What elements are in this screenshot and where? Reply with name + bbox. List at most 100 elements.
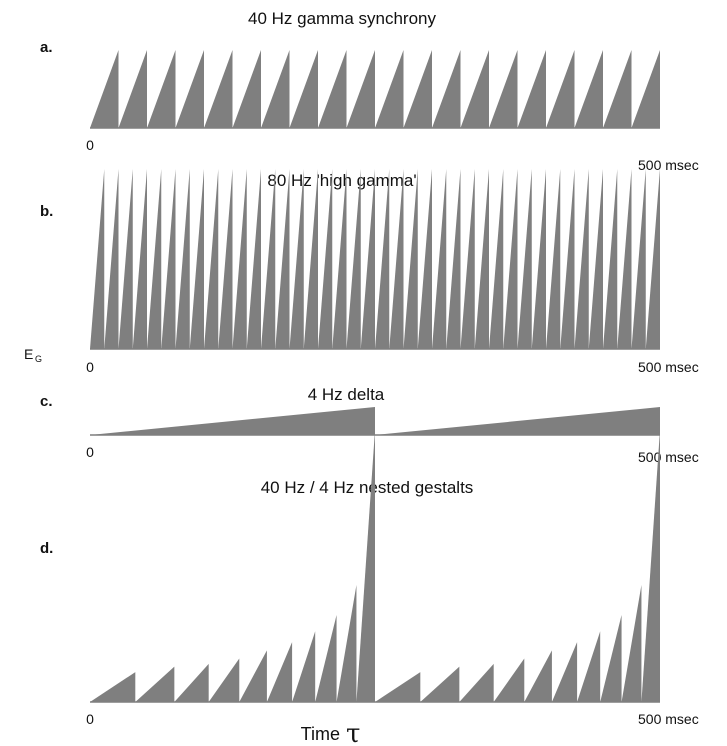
nested-tooth bbox=[208, 658, 240, 702]
x-axis-label-symbol: τ bbox=[346, 719, 360, 746]
nested-tooth bbox=[239, 650, 267, 702]
panel-a-tick-end: 500 msec bbox=[638, 157, 699, 173]
sawtooth-tooth bbox=[147, 50, 176, 128]
panel-a-label: a. bbox=[40, 39, 53, 56]
panel-b-tick-start: 0 bbox=[86, 359, 94, 375]
panel-b: 80 Hz 'high gamma' b. 0 500 msec bbox=[40, 169, 699, 375]
panel-a-plot bbox=[90, 50, 660, 129]
sawtooth-tooth bbox=[603, 50, 632, 128]
nested-tooth bbox=[600, 614, 622, 702]
sawtooth-tooth bbox=[161, 169, 176, 349]
panel-d: 40 Hz / 4 Hz nested gestalts d. 0 500 ms… bbox=[40, 430, 699, 727]
nested-tooth bbox=[621, 585, 642, 702]
sawtooth-tooth bbox=[375, 50, 404, 128]
panel-a-title: 40 Hz gamma synchrony bbox=[248, 9, 437, 28]
sawtooth-tooth bbox=[460, 50, 489, 128]
sawtooth-tooth bbox=[246, 169, 261, 349]
sawtooth-tooth bbox=[574, 169, 589, 349]
sawtooth-tooth bbox=[389, 169, 404, 349]
sawtooth-tooth bbox=[489, 169, 504, 349]
nested-tooth bbox=[420, 666, 460, 702]
sawtooth-tooth bbox=[175, 169, 190, 349]
sawtooth-tooth bbox=[318, 50, 347, 128]
panel-b-plot bbox=[90, 169, 660, 350]
panel-b-label: b. bbox=[40, 203, 53, 220]
nested-tooth bbox=[315, 614, 337, 702]
sawtooth-tooth bbox=[275, 169, 290, 349]
sawtooth-tooth bbox=[588, 169, 603, 349]
sawtooth-tooth bbox=[232, 50, 261, 128]
panel-c-title: 4 Hz delta bbox=[308, 385, 385, 404]
sawtooth-tooth bbox=[517, 50, 546, 128]
sawtooth-tooth bbox=[118, 169, 133, 349]
panel-d-label: d. bbox=[40, 540, 53, 557]
nested-tooth bbox=[356, 430, 375, 702]
sawtooth-tooth bbox=[132, 169, 147, 349]
panel-b-tick-end: 500 msec bbox=[638, 359, 699, 375]
panel-d-tick-end: 500 msec bbox=[638, 711, 699, 727]
nested-tooth bbox=[174, 663, 209, 702]
sawtooth-tooth bbox=[332, 169, 347, 349]
sawtooth-tooth bbox=[318, 169, 333, 349]
y-axis-label-sub: G bbox=[35, 354, 42, 364]
nested-tooth bbox=[375, 672, 421, 702]
sawtooth-tooth bbox=[546, 169, 561, 349]
sawtooth-tooth bbox=[147, 169, 162, 349]
nested-tooth bbox=[459, 663, 494, 702]
sawtooth-tooth bbox=[503, 169, 518, 349]
sawtooth-tooth bbox=[104, 169, 119, 349]
nested-tooth bbox=[577, 631, 601, 702]
sawtooth-tooth bbox=[460, 169, 475, 349]
sawtooth-tooth bbox=[189, 169, 204, 349]
sawtooth-tooth bbox=[289, 50, 318, 128]
panel-d-title: 40 Hz / 4 Hz nested gestalts bbox=[261, 478, 474, 497]
panel-c: 4 Hz delta c. 0 500 msec bbox=[40, 385, 699, 465]
sawtooth-tooth bbox=[617, 169, 632, 349]
sawtooth-tooth bbox=[360, 169, 375, 349]
panel-d-plot bbox=[90, 430, 660, 703]
sawtooth-tooth bbox=[303, 169, 318, 349]
sawtooth-tooth bbox=[631, 169, 646, 349]
panel-a-tick-start: 0 bbox=[86, 137, 94, 153]
sawtooth-tooth bbox=[517, 169, 532, 349]
sawtooth-tooth bbox=[403, 169, 418, 349]
sawtooth-tooth bbox=[560, 169, 575, 349]
panel-d-tick-start: 0 bbox=[86, 711, 94, 727]
nested-tooth bbox=[641, 430, 660, 702]
sawtooth-tooth bbox=[403, 50, 432, 128]
sawtooth-tooth bbox=[261, 169, 276, 349]
nested-tooth bbox=[336, 585, 357, 702]
sawtooth-tooth bbox=[603, 169, 618, 349]
nested-tooth bbox=[524, 650, 552, 702]
sawtooth-tooth bbox=[375, 169, 390, 349]
sawtooth-tooth bbox=[204, 169, 219, 349]
sawtooth-tooth bbox=[261, 50, 290, 128]
sawtooth-tooth bbox=[218, 169, 233, 349]
y-axis-label: E G bbox=[24, 346, 42, 364]
sawtooth-tooth bbox=[446, 169, 461, 349]
sawtooth-tooth bbox=[204, 50, 233, 128]
sawtooth-tooth bbox=[289, 169, 304, 349]
sawtooth-tooth bbox=[645, 169, 660, 349]
panel-a: 40 Hz gamma synchrony a. 0 500 msec bbox=[40, 9, 699, 173]
sawtooth-tooth bbox=[346, 50, 375, 128]
sawtooth-tooth bbox=[432, 169, 447, 349]
nested-tooth bbox=[266, 642, 293, 702]
panel-c-tick-start: 0 bbox=[86, 444, 94, 460]
nested-tooth bbox=[135, 666, 175, 702]
sawtooth-tooth bbox=[432, 50, 461, 128]
panel-c-label: c. bbox=[40, 393, 53, 410]
sawtooth-tooth bbox=[474, 169, 489, 349]
panel-c-tick-end: 500 msec bbox=[638, 449, 699, 465]
sawtooth-tooth bbox=[346, 169, 361, 349]
panel-b-title: 80 Hz 'high gamma' bbox=[267, 171, 416, 190]
nested-tooth bbox=[551, 642, 578, 702]
y-axis-label-main: E bbox=[24, 346, 33, 362]
sawtooth-tooth bbox=[175, 50, 204, 128]
x-axis-label-word: Time bbox=[301, 724, 340, 744]
nested-tooth bbox=[493, 658, 525, 702]
sawtooth-tooth bbox=[489, 50, 518, 128]
sawtooth-tooth bbox=[546, 50, 575, 128]
nested-tooth bbox=[292, 631, 316, 702]
